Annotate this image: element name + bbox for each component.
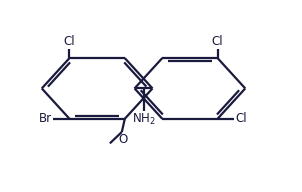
Text: Br: Br [38, 112, 52, 125]
Text: Cl: Cl [236, 112, 247, 125]
Text: O: O [119, 133, 128, 146]
Text: Cl: Cl [212, 35, 223, 48]
Text: Cl: Cl [64, 35, 75, 48]
Text: NH$_2$: NH$_2$ [132, 112, 156, 127]
